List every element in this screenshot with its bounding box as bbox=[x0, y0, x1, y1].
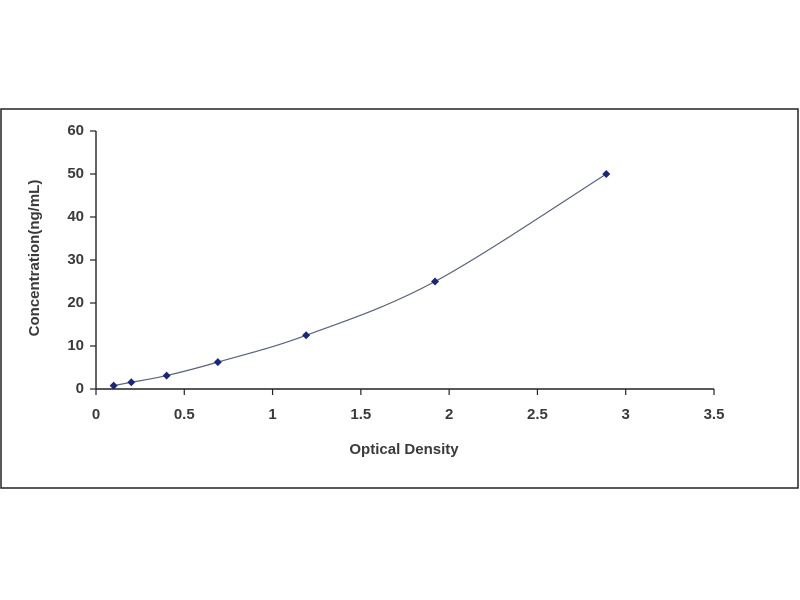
data-point bbox=[162, 371, 171, 380]
data-point bbox=[127, 378, 136, 387]
y-tick-label: 60 bbox=[67, 122, 84, 139]
data-point bbox=[602, 170, 611, 178]
y-tick-label: 40 bbox=[67, 208, 84, 225]
y-axis-title: Concentration(ng/mL) bbox=[26, 180, 43, 337]
x-tick-label: 1.5 bbox=[350, 406, 371, 423]
data-point bbox=[431, 277, 440, 286]
y-tick-label: 30 bbox=[67, 251, 84, 268]
y-tick-label: 50 bbox=[67, 165, 84, 182]
x-tick-label: 0.5 bbox=[174, 406, 195, 423]
y-tick-label: 0 bbox=[76, 380, 84, 397]
y-tick-label: 10 bbox=[67, 337, 84, 354]
x-axis-title: Optical Density bbox=[349, 441, 459, 458]
data-point bbox=[213, 358, 222, 367]
x-tick-label: 3 bbox=[622, 406, 630, 423]
x-tick-label: 0 bbox=[92, 406, 100, 423]
x-tick-label: 3.5 bbox=[704, 406, 725, 423]
x-tick-label: 2.5 bbox=[527, 406, 548, 423]
trend-curve bbox=[113, 173, 607, 387]
y-tick-label: 20 bbox=[67, 294, 84, 311]
x-tick-label: 2 bbox=[445, 406, 453, 423]
x-tick-label: 1 bbox=[268, 406, 276, 423]
data-point bbox=[109, 381, 118, 390]
data-point bbox=[302, 331, 311, 340]
